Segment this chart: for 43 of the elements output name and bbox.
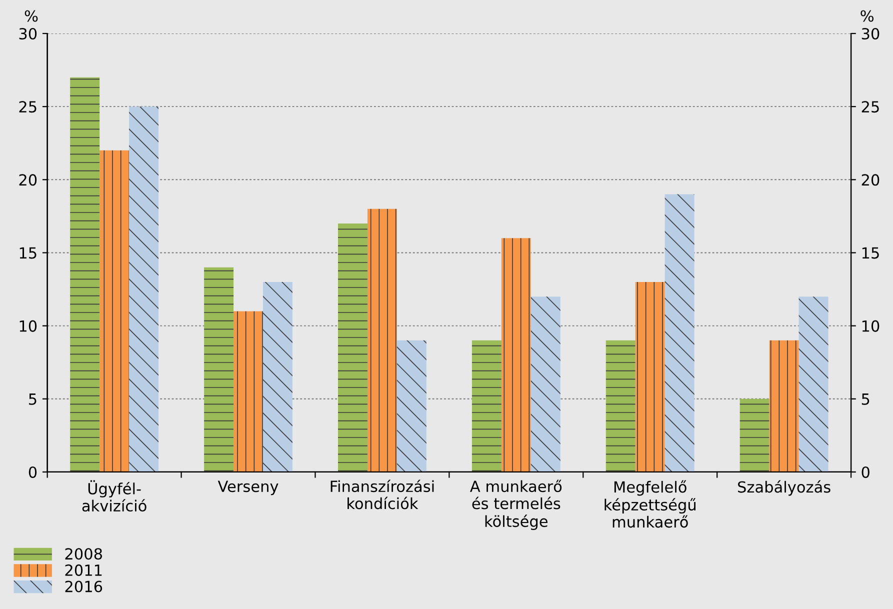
- bar: [740, 398, 770, 472]
- y2-tick-label: 5: [862, 394, 870, 405]
- bar: [367, 208, 397, 472]
- bar: [798, 296, 828, 472]
- bar: [396, 340, 426, 472]
- y2-tick-label: 30: [862, 28, 880, 40]
- x-tick-label: Megfelelő képzettségű munkaerő: [604, 480, 696, 528]
- x-tick-label: A munkaerő és termelés költsége: [470, 480, 562, 530]
- x-tick-label: Finanszírozási kondíciók: [330, 480, 434, 510]
- y-tick-label: 20: [19, 174, 37, 186]
- y2-tick-label: 25: [862, 101, 879, 113]
- y2-tick-label: 15: [862, 247, 879, 259]
- y2-tick-label: 0: [862, 466, 870, 478]
- y-tick-label: 10: [20, 320, 37, 332]
- bar: [635, 282, 665, 472]
- bar: [501, 238, 531, 472]
- x-tick-label: Ügyfél- akvizíció: [82, 480, 146, 512]
- bar: [204, 267, 234, 472]
- y-tick-label: 15: [20, 247, 36, 259]
- legend-label: 2011: [65, 564, 102, 576]
- bar: [129, 106, 159, 472]
- x-tick-label: Verseny: [218, 480, 278, 496]
- y-tick-label: 5: [29, 394, 36, 405]
- bar: [70, 77, 100, 472]
- bar: [338, 224, 368, 472]
- bar: [262, 282, 292, 472]
- y2-axis-title: %: [860, 10, 874, 22]
- bar: [769, 340, 799, 472]
- bar: [472, 340, 502, 472]
- bar: [664, 194, 694, 472]
- y-tick-label: 25: [19, 101, 36, 113]
- x-tick-label: Szabályozás: [738, 480, 830, 496]
- legend-label: 2008: [65, 548, 102, 560]
- y2-tick-label: 10: [862, 320, 880, 332]
- y-tick-label: 30: [19, 28, 37, 40]
- legend-label: 2016: [65, 580, 102, 592]
- bar: [606, 340, 636, 472]
- y2-tick-label: 20: [862, 174, 880, 186]
- bar: [234, 311, 263, 472]
- bar: [530, 296, 560, 472]
- bar: [100, 150, 130, 472]
- y-tick-label: 0: [28, 466, 37, 478]
- y-axis-title: %: [24, 10, 38, 22]
